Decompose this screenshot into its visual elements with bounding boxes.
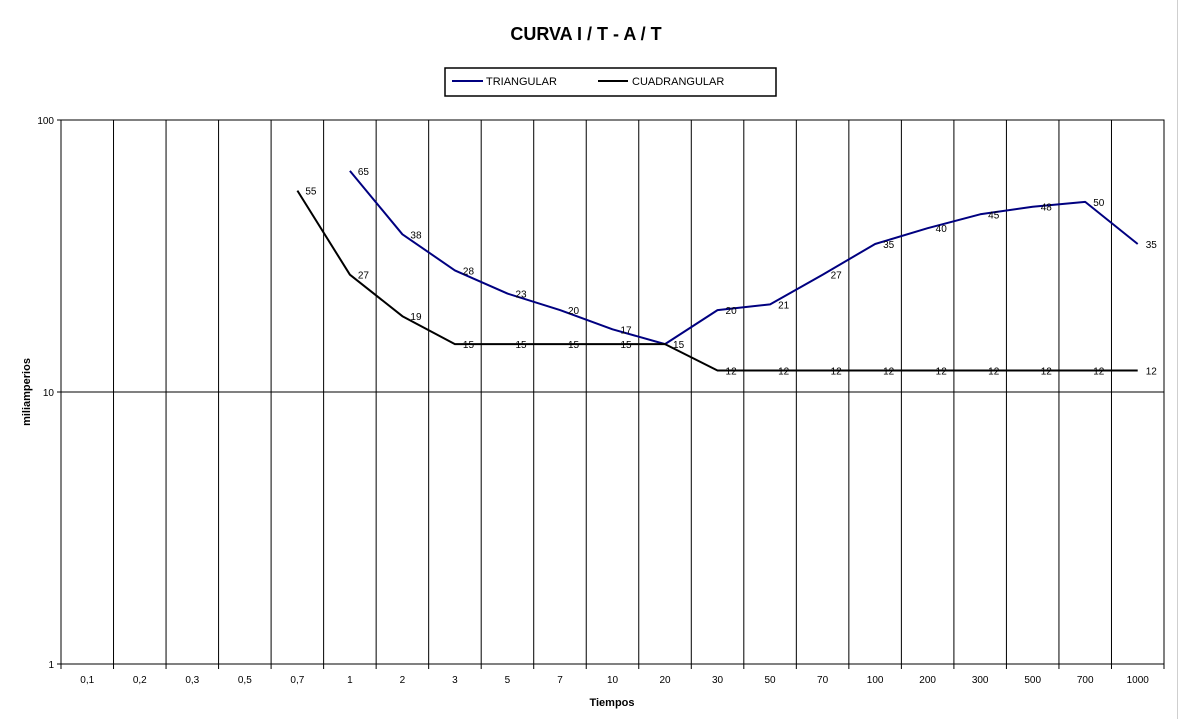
x-tick-label: 3 xyxy=(452,675,458,686)
data-label-cuadrangular: 12 xyxy=(936,366,948,377)
data-label-cuadrangular: 15 xyxy=(515,340,527,351)
data-label-triangular: 15 xyxy=(673,340,685,351)
data-label-triangular: 20 xyxy=(568,306,580,317)
x-tick-label: 100 xyxy=(867,675,884,686)
x-tick-label: 0,1 xyxy=(80,675,94,686)
series-layer: 65 38 28 23 20 17 15 20 21 27 35 40 45 48 50 35 55 27 19 15… xyxy=(296,167,1158,377)
data-label-cuadrangular: 15 xyxy=(463,340,475,351)
legend-label-triangular: TRIANGULAR xyxy=(486,76,557,88)
x-tick-label: 5 xyxy=(505,675,511,686)
data-label-cuadrangular: 19 xyxy=(410,312,422,323)
y-axis-ticks: 1 10 100 xyxy=(37,116,61,671)
x-tick-label: 0,3 xyxy=(185,675,199,686)
x-tick-label: 0,2 xyxy=(133,675,147,686)
y-tick-label: 1 xyxy=(48,660,54,671)
x-tick-label: 30 xyxy=(712,675,724,686)
data-label-triangular: 38 xyxy=(410,230,422,241)
data-label-cuadrangular: 15 xyxy=(568,340,580,351)
plot-area xyxy=(60,119,1165,665)
x-tick-label: 2 xyxy=(400,675,406,686)
x-tick-label: 0,7 xyxy=(290,675,304,686)
x-axis-ticks: 0,1 0,2 0,3 0,5 0,7 1 2 3 5 7 10 20 30 50 70 100 200 300 5… xyxy=(60,664,1165,686)
data-label-cuadrangular: 12 xyxy=(778,366,790,377)
x-tick-label: 0,5 xyxy=(238,675,252,686)
data-label-triangular: 35 xyxy=(883,240,895,251)
data-label-triangular: 65 xyxy=(358,167,370,178)
chart-title: CURVA I / T - A / T xyxy=(510,24,661,44)
x-tick-label: 1 xyxy=(347,675,353,686)
data-label-triangular: 48 xyxy=(1041,203,1053,214)
data-label-cuadrangular: 55 xyxy=(305,187,317,198)
data-label-cuadrangular: 12 xyxy=(831,366,843,377)
x-tick-label: 10 xyxy=(607,675,619,686)
data-label-cuadrangular: 12 xyxy=(1146,366,1158,377)
y-tick-label: 100 xyxy=(37,116,54,127)
data-label-triangular: 20 xyxy=(726,306,738,317)
data-label-triangular: 28 xyxy=(463,266,475,277)
data-label-triangular: 45 xyxy=(988,210,1000,221)
data-label-triangular: 27 xyxy=(831,271,843,282)
series-line-cuadrangular xyxy=(296,190,1138,372)
legend-label-cuadrangular: CUADRANGULAR xyxy=(632,76,724,88)
x-tick-label: 200 xyxy=(919,675,936,686)
data-label-cuadrangular: 12 xyxy=(726,366,738,377)
data-label-triangular: 40 xyxy=(936,224,948,235)
data-label-cuadrangular: 12 xyxy=(988,366,1000,377)
data-label-cuadrangular: 27 xyxy=(358,271,370,282)
legend: TRIANGULAR CUADRANGULAR xyxy=(444,67,777,97)
data-label-triangular: 21 xyxy=(778,300,790,311)
x-tick-label: 300 xyxy=(972,675,989,686)
x-tick-label: 700 xyxy=(1077,675,1094,686)
series-line-triangular xyxy=(349,170,1139,346)
data-label-cuadrangular: 12 xyxy=(1041,366,1053,377)
y-axis-title: miliamperios xyxy=(21,358,33,426)
x-axis-title: Tiempos xyxy=(589,697,634,709)
x-tick-label: 50 xyxy=(765,675,777,686)
data-label-cuadrangular: 15 xyxy=(621,340,633,351)
data-label-cuadrangular: 12 xyxy=(883,366,895,377)
y-tick-label: 10 xyxy=(43,388,55,399)
data-label-triangular: 23 xyxy=(515,290,527,301)
x-tick-label: 1000 xyxy=(1127,675,1150,686)
x-tick-label: 70 xyxy=(817,675,829,686)
window-edge xyxy=(1177,0,1178,719)
data-label-triangular: 35 xyxy=(1146,240,1158,251)
x-tick-label: 20 xyxy=(659,675,671,686)
x-tick-label: 500 xyxy=(1024,675,1041,686)
data-label-triangular: 17 xyxy=(621,325,633,336)
data-label-cuadrangular: 12 xyxy=(1093,366,1105,377)
data-label-triangular: 50 xyxy=(1093,198,1105,209)
x-tick-label: 7 xyxy=(557,675,563,686)
